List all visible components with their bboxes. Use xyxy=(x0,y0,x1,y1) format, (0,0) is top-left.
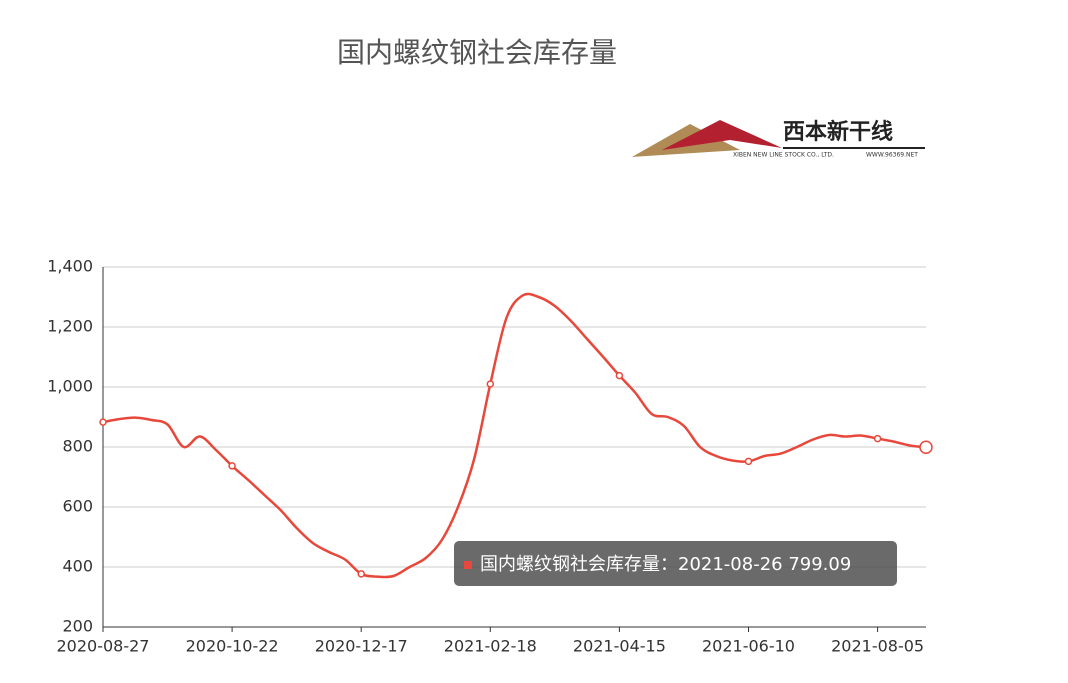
y-tick-label: 200 xyxy=(62,617,93,636)
point xyxy=(873,434,882,443)
logo-name: 西本新干线 xyxy=(783,119,893,145)
logo-company: XIBEN NEW LINE STOCK CO., LTD. xyxy=(733,152,834,159)
x-tick-label: 2021-02-18 xyxy=(444,637,537,656)
x-tick-label: 2021-04-15 xyxy=(573,637,666,656)
point xyxy=(919,440,933,455)
tooltip-text: 国内螺纹钢社会库存量：2021-08-26 799.09 xyxy=(480,554,851,575)
x-tick-label: 2021-08-05 xyxy=(831,637,924,656)
y-tick-label: 600 xyxy=(62,497,93,516)
y-tick-label: 800 xyxy=(62,437,93,456)
logo-shape xyxy=(662,120,782,150)
tooltip-swatch xyxy=(464,561,472,569)
point xyxy=(744,457,753,466)
logo-site: WWW.96369.NET xyxy=(866,152,918,159)
chart-title: 国内螺纹钢社会库存量 xyxy=(337,36,617,69)
logo: 西本新干线 XIBEN NEW LINE STOCK CO., LTD. WWW… xyxy=(632,119,925,159)
y-tick-label: 400 xyxy=(62,557,93,576)
y-tick-label: 1,400 xyxy=(47,257,93,276)
tooltip-box xyxy=(454,541,897,586)
y-tick-label: 1,200 xyxy=(47,317,93,336)
plot: 200 400 600 800 1,000 1,200 1,400 2020-08-27 202… xyxy=(47,257,933,656)
tooltip: 国内螺纹钢社会库存量：2021-08-26 799.09 xyxy=(454,541,897,586)
x-tick-label: 2020-10-22 xyxy=(186,637,279,656)
x-tick-label: 2021-06-10 xyxy=(702,637,795,656)
line xyxy=(102,292,927,579)
point xyxy=(99,418,107,426)
y-tick-label: 1,000 xyxy=(47,377,93,396)
point xyxy=(357,570,365,578)
point xyxy=(615,371,624,380)
point xyxy=(486,380,495,388)
x-tick-label: 2020-12-17 xyxy=(315,637,408,656)
point xyxy=(228,462,236,470)
x-tick-label: 2020-08-27 xyxy=(57,637,150,656)
